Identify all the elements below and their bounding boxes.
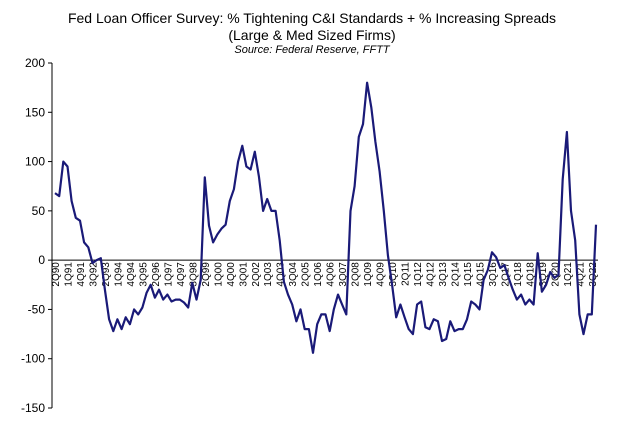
x-tick-label: 4Q15 [475, 262, 486, 287]
x-tick-label: 1Q09 [363, 262, 374, 287]
x-tick-label: 1Q97 [163, 262, 174, 287]
series-line [54, 81, 598, 354]
x-tick-label: 4Q09 [376, 262, 387, 287]
x-tick-label: 2Q90 [51, 262, 62, 287]
y-tick-label: -150 [21, 401, 45, 415]
chart-title: Fed Loan Officer Survey: % Tightening C&… [67, 10, 557, 26]
x-tick-label: 2Q02 [251, 262, 262, 287]
x-tick-label: 1Q03 [263, 262, 274, 287]
x-tick-label: 3Q01 [238, 262, 249, 287]
chart-subtitle: (Large & Med Sized Firms) [228, 27, 396, 43]
series-layer [54, 81, 598, 354]
y-tick-label: 150 [25, 105, 45, 119]
x-tick-label: 2Q20 [550, 262, 561, 287]
x-tick-label: 3Q98 [188, 262, 199, 287]
y-tick-label: 0 [38, 253, 45, 267]
x-tick-label: 3Q92 [88, 262, 99, 287]
x-tick-label: 4Q18 [525, 262, 536, 287]
x-tick-label: 1Q18 [513, 262, 524, 287]
x-tick-label: 4Q94 [126, 262, 137, 287]
y-tick-label: 200 [25, 56, 45, 70]
x-tick-label: 3Q04 [288, 262, 299, 287]
x-tick-label: 2Q05 [301, 262, 312, 287]
x-axis-ticks: 2Q90 1Q91 4Q91 3Q92 2Q93 1Q94 4Q94 3Q95 2Q96 1Q97… [51, 262, 599, 287]
x-tick-label: 1Q12 [413, 262, 424, 287]
x-tick-label: 2Q11 [401, 262, 412, 286]
x-tick-label: 2Q99 [201, 262, 212, 287]
x-tick-label: 2Q96 [151, 262, 162, 287]
y-tick-label: -100 [21, 352, 45, 366]
x-tick-label: 1Q00 [213, 262, 224, 287]
x-tick-label: 4Q91 [76, 262, 87, 287]
x-tick-label: 1Q94 [113, 262, 124, 287]
y-tick-label: 100 [25, 155, 45, 169]
y-tick-label: 50 [32, 204, 46, 218]
x-tick-label: 3Q16 [488, 262, 499, 287]
y-axis-ticks: 200 150 100 50 0 -50 -100 -150 [21, 56, 52, 415]
x-tick-label: 3Q13 [438, 262, 449, 287]
x-tick-label: 2Q93 [101, 262, 112, 287]
x-tick-label: 4Q00 [226, 262, 237, 287]
x-tick-label: 3Q95 [138, 262, 149, 287]
x-tick-label: 2Q08 [351, 262, 362, 287]
x-tick-label: 1Q15 [463, 262, 474, 287]
x-tick-label: 4Q21 [575, 262, 586, 287]
x-tick-label: 4Q03 [276, 262, 287, 287]
x-tick-label: 3Q19 [538, 262, 549, 287]
x-tick-label: 2Q14 [451, 262, 462, 287]
x-tick-label: 1Q91 [63, 262, 74, 287]
x-tick-label: 3Q07 [338, 262, 349, 287]
x-tick-label: 1Q06 [313, 262, 324, 287]
x-tick-label: 4Q12 [426, 262, 437, 287]
y-tick-label: -50 [28, 302, 46, 316]
chart-source: Source: Federal Reserve, FFTT [234, 44, 390, 56]
x-tick-label: 4Q97 [176, 262, 187, 287]
x-tick-label: 1Q21 [563, 262, 574, 287]
x-tick-label: 4Q06 [326, 262, 337, 287]
x-tick-label: 2Q17 [500, 262, 511, 287]
x-tick-label: 3Q10 [388, 262, 399, 287]
